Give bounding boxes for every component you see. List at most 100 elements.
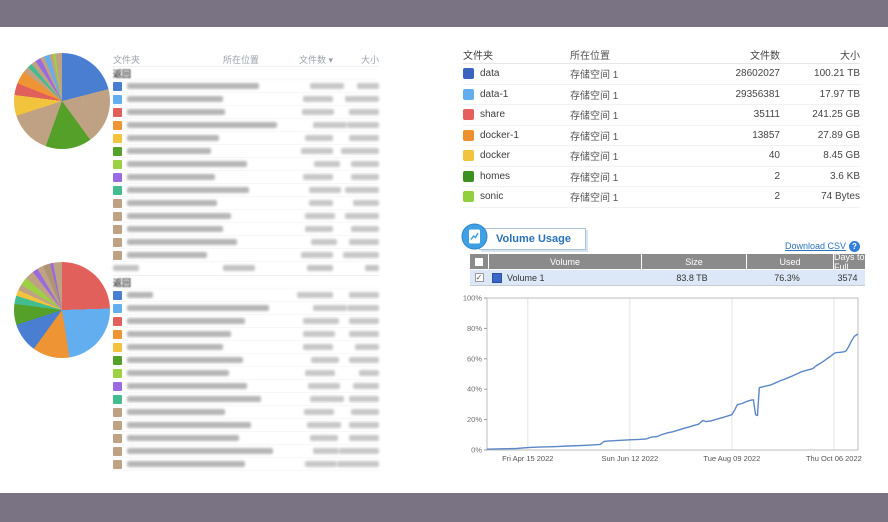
folder-row-share[interactable]: share 存储空间 1 35111 241.25 GB — [463, 105, 860, 126]
back-row[interactable]: 返回 — [113, 276, 379, 289]
volume-row[interactable]: ✓ Volume 1 83.8 TB 76.3% 3574 — [470, 270, 865, 286]
blurred-folder-row[interactable] — [113, 236, 379, 249]
blurred-text — [311, 239, 338, 245]
blurred-folder-row[interactable] — [113, 302, 379, 315]
blurred-folder-row[interactable] — [113, 80, 379, 93]
blurred-folder-row[interactable] — [113, 419, 380, 432]
column-header-used[interactable]: Used — [747, 254, 833, 269]
blurred-folder-row[interactable] — [113, 197, 379, 210]
column-header-folder[interactable]: 文件夹 — [463, 51, 493, 62]
blurred-folder-row[interactable] — [113, 93, 379, 106]
folder-color-swatch — [113, 316, 122, 326]
column-header-days-to-full[interactable]: Days to Full — [834, 251, 865, 272]
column-header-count-sorted[interactable]: 文件数 ▾ — [298, 54, 333, 65]
blurred-text — [127, 396, 261, 402]
folder-row-docker[interactable]: docker 存储空间 1 40 8.45 GB — [463, 146, 860, 167]
folder-row-data[interactable]: data 存储空间 1 28602027 100.21 TB — [463, 64, 860, 85]
blurred-folder-row[interactable] — [113, 145, 379, 158]
folder-color-swatch — [113, 237, 122, 247]
blurred-folder-row[interactable] — [113, 445, 379, 458]
blurred-text — [341, 148, 379, 154]
column-header-size[interactable]: 大小 — [840, 51, 860, 62]
blurred-text — [347, 122, 379, 128]
folder-size: 17.97 TB — [819, 88, 860, 100]
help-icon[interactable]: ? — [849, 241, 860, 253]
folder-color-swatch — [463, 88, 474, 100]
column-header-location[interactable]: 所在位置 — [570, 51, 610, 62]
blurred-text — [303, 344, 333, 350]
blurred-folder-row[interactable] — [113, 132, 379, 145]
svg-text:20%: 20% — [467, 415, 482, 424]
blurred-folder-row[interactable] — [113, 158, 379, 171]
blurred-text — [339, 448, 379, 454]
folder-file-count: 2 — [774, 170, 780, 182]
back-row[interactable]: 返回 — [113, 67, 379, 80]
folder-size: 241.25 GB — [812, 109, 860, 121]
blurred-folder-row[interactable] — [113, 119, 379, 132]
blurred-folder-row[interactable] — [113, 393, 379, 406]
folder-row-sonic[interactable]: sonic 存储空间 1 2 74 Bytes — [463, 187, 860, 208]
blurred-text — [351, 174, 379, 180]
column-header-count[interactable]: 文件数 — [750, 51, 780, 62]
folder-row-docker-1[interactable]: docker-1 存储空间 1 13857 27.89 GB — [463, 126, 860, 146]
column-header-location[interactable]: 所在位置 — [223, 54, 260, 65]
blurred-folder-row[interactable] — [113, 432, 379, 445]
svg-text:40%: 40% — [467, 385, 482, 394]
folder-color-swatch — [113, 172, 122, 182]
blurred-text — [349, 396, 379, 402]
blurred-text — [127, 370, 229, 376]
blurred-folder-row[interactable] — [113, 184, 379, 197]
blurred-folder-row[interactable] — [113, 289, 379, 302]
blurred-folder-row[interactable] — [113, 341, 379, 354]
blurred-folder-row[interactable] — [113, 249, 379, 262]
blurred-text — [127, 200, 217, 206]
folders-table-header: 文件夹 所在位置 文件数 大小 — [463, 46, 860, 64]
folder-pie-chart-2 — [14, 262, 110, 358]
blurred-text — [127, 226, 223, 232]
select-all-checkbox[interactable] — [470, 254, 488, 269]
blurred-text — [345, 96, 379, 102]
svg-text:100%: 100% — [463, 294, 483, 303]
blurred-folder-row[interactable] — [113, 367, 379, 380]
folder-row-data-1[interactable]: data-1 存储空间 1 29356381 17.97 TB — [463, 85, 860, 105]
folder-location: 存储空间 1 — [570, 152, 619, 164]
blurred-table-header: 文件夹 所在位置 文件数 ▾ 大小 — [113, 52, 379, 67]
blurred-text — [301, 109, 334, 115]
blurred-text — [113, 265, 139, 271]
folder-color-swatch — [113, 329, 122, 339]
blurred-folder-row[interactable] — [113, 315, 379, 328]
blurred-text — [127, 148, 211, 154]
folder-file-count: 40 — [768, 150, 780, 162]
blurred-folder-row[interactable] — [113, 458, 379, 471]
blurred-folder-row[interactable] — [113, 223, 379, 236]
blurred-text — [127, 409, 225, 415]
blurred-folder-row[interactable] — [113, 328, 379, 341]
column-header-volume[interactable]: Volume — [489, 254, 641, 269]
volume-table: Volume Size Used Days to Full ✓ Volume 1… — [470, 251, 865, 286]
folder-row-homes[interactable]: homes 存储空间 1 2 3.6 KB — [463, 167, 860, 187]
folder-location: 存储空间 1 — [570, 131, 619, 143]
blurred-folder-row[interactable] — [113, 171, 379, 184]
blurred-folder-row[interactable] — [113, 106, 379, 119]
download-csv-link[interactable]: Download CSV — [784, 241, 846, 251]
volume-checkbox[interactable]: ✓ — [474, 273, 484, 282]
blurred-folder-row[interactable] — [113, 406, 379, 419]
column-header-volume-size[interactable]: Size — [642, 254, 746, 269]
blurred-text — [343, 252, 379, 258]
blurred-folder-row[interactable] — [113, 380, 379, 393]
blurred-text — [313, 122, 347, 128]
column-header-size[interactable]: 大小 — [360, 54, 379, 65]
blurred-folder-row[interactable] — [113, 354, 379, 367]
blurred-text — [310, 396, 345, 402]
column-header-folder[interactable]: 文件夹 — [113, 54, 141, 65]
folder-name: data — [480, 68, 500, 80]
blurred-text — [349, 318, 379, 324]
blurred-text — [349, 435, 379, 441]
folder-location: 存储空间 1 — [570, 90, 619, 102]
folder-color-swatch — [113, 342, 122, 352]
blurred-text — [347, 305, 379, 311]
blurred-folder-row[interactable] — [113, 210, 379, 223]
folder-color-swatch — [113, 290, 122, 300]
blurred-text — [127, 435, 239, 441]
folder-color-swatch — [463, 150, 474, 162]
